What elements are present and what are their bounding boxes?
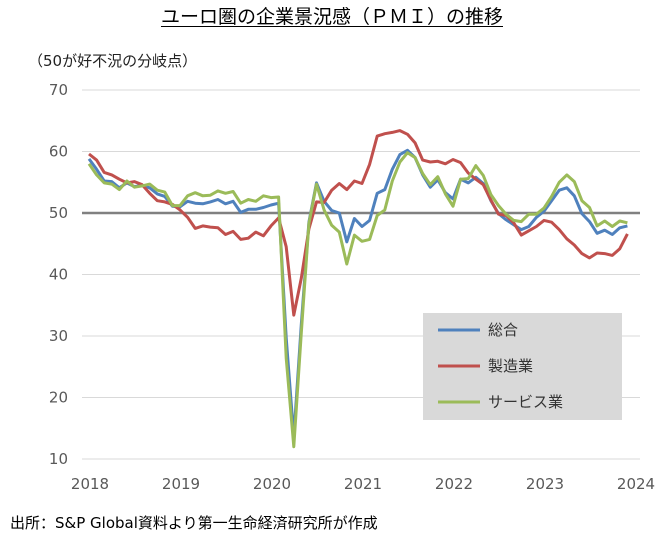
x-tick-label: 2021	[344, 475, 382, 493]
y-tick-label: 50	[49, 204, 68, 222]
x-tick-label: 2020	[253, 475, 291, 493]
y-tick-label: 70	[49, 81, 68, 99]
x-tick-label: 2022	[435, 475, 473, 493]
y-tick-label: 40	[49, 266, 68, 284]
y-tick-label: 20	[49, 389, 68, 407]
chart-title-text: ユーロ圏の企業景況感（ＰＭＩ）の推移	[160, 6, 503, 28]
y-tick-label: 10	[49, 450, 68, 468]
x-tick-label: 2018	[71, 475, 109, 493]
series-line-2	[87, 151, 628, 449]
chart-title: ユーロ圏の企業景況感（ＰＭＩ）の推移	[0, 2, 664, 29]
x-tick-label: 2019	[162, 475, 200, 493]
source-note: 出所：S&P Global資料より第一生命経済研究所が作成	[10, 514, 378, 532]
legend-label: サービス業	[488, 393, 563, 411]
y-tick-label: 60	[49, 143, 68, 161]
x-tick-label: 2024	[617, 475, 655, 493]
legend-label: 総合	[488, 321, 518, 339]
legend-label: 製造業	[488, 357, 533, 375]
x-tick-label: 2023	[526, 475, 564, 493]
series-line-1	[88, 129, 629, 317]
y-tick-label: 30	[49, 327, 68, 345]
chart-subtitle: （50が好不況の分岐点）	[28, 52, 198, 70]
